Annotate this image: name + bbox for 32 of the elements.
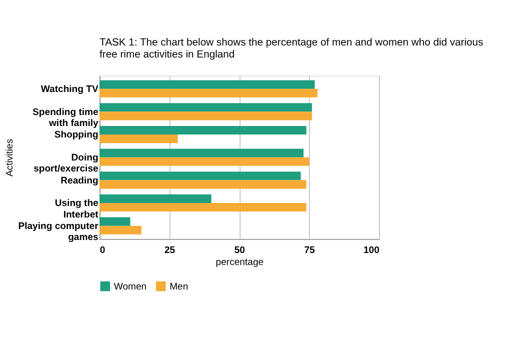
x-tick-label: 25 — [164, 244, 176, 256]
bar — [100, 172, 301, 180]
y-tick-label: Watching TV — [40, 84, 99, 96]
y-tick-label: Using the Interbet — [54, 198, 100, 220]
y-tick-label: Spending time with family — [32, 106, 100, 130]
bar — [100, 88, 318, 98]
x-tick-label: 50 — [234, 244, 245, 256]
text: TASK 1: The chart below shows the percentage of men and women who did various — [100, 37, 484, 48]
y-axis-title: Activities — [4, 138, 16, 177]
x-tick-label: 75 — [304, 244, 316, 256]
y-tick-label: Playing computer games — [18, 221, 99, 244]
bar — [100, 103, 312, 112]
bar — [100, 157, 310, 166]
bar — [100, 226, 142, 234]
bar — [100, 112, 312, 120]
legend-label: Men — [170, 281, 188, 292]
bar — [100, 148, 304, 158]
bar — [100, 126, 306, 135]
bar — [100, 180, 306, 189]
x-axis-title: percentage — [216, 256, 264, 268]
x-tick-label: 0 — [100, 244, 106, 256]
bar — [100, 217, 130, 226]
y-tick-label: Doing sport/exercise — [34, 152, 98, 175]
text: free rime activities in England — [100, 49, 235, 60]
bar — [100, 80, 315, 89]
legend-label: Women — [114, 281, 147, 292]
x-tick-label: 100 — [363, 244, 380, 256]
y-tick-label: Shopping — [54, 130, 98, 141]
bar — [100, 202, 306, 212]
bar — [100, 194, 212, 203]
y-tick-label: Reading — [60, 175, 98, 186]
bar — [100, 134, 178, 144]
